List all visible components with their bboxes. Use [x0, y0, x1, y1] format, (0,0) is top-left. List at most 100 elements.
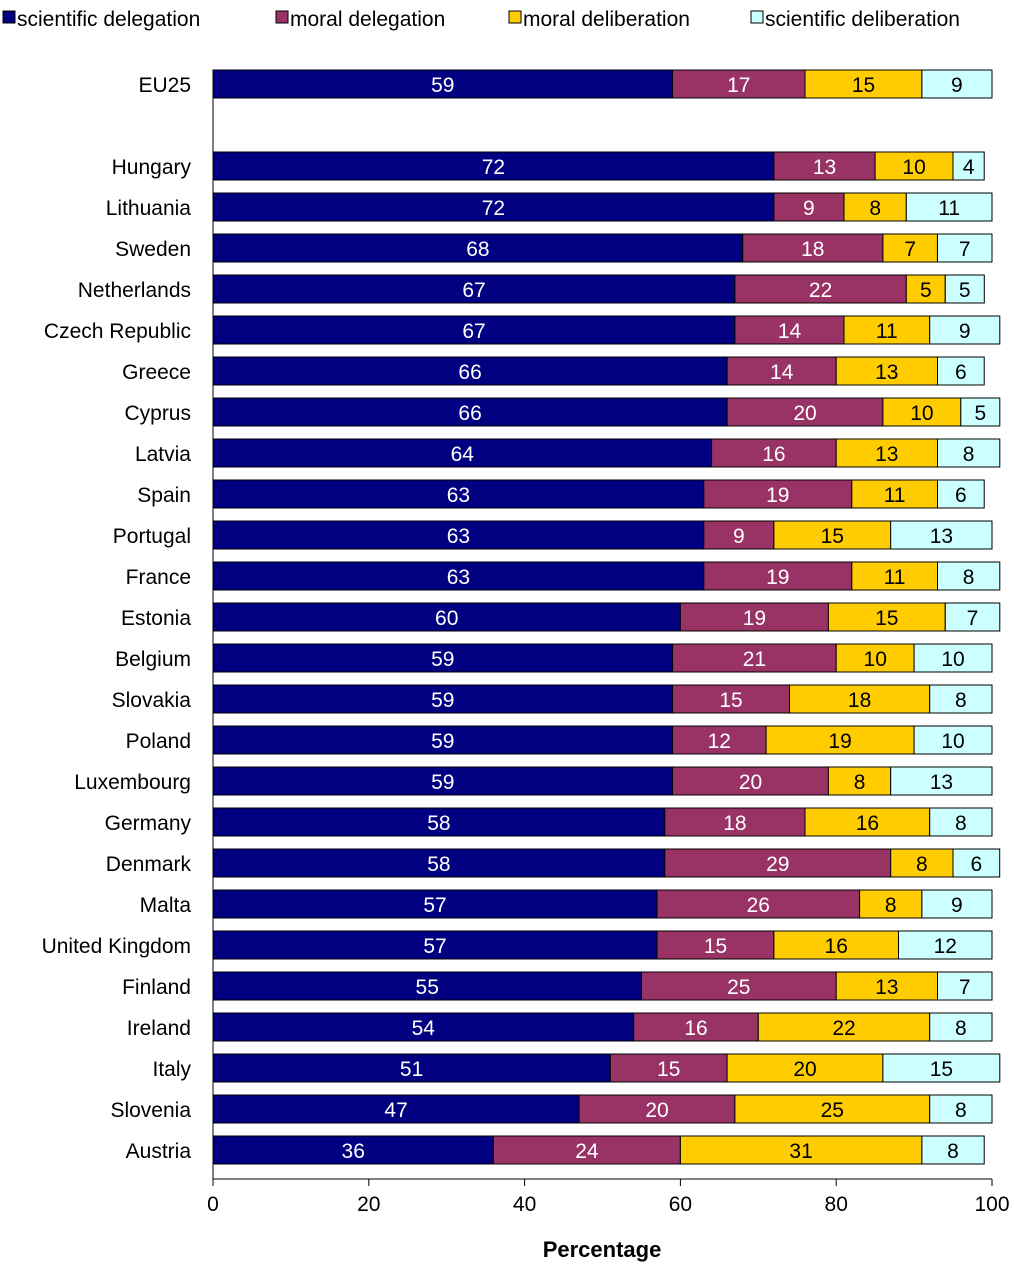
data-label-czech-republic-scientific-deliberation: 9	[959, 320, 971, 343]
y-tick-label-austria: Austria	[126, 1140, 192, 1163]
y-tick-label-slovakia: Slovakia	[112, 689, 192, 712]
bar-denmark-scientific-deliberation	[952, 848, 1001, 878]
y-tick-label-hungary: Hungary	[112, 156, 192, 179]
bar-slovenia-moral-delegation	[578, 1094, 736, 1124]
bar-luxembourg-moral-deliberation	[827, 766, 892, 796]
bar-slovenia-scientific-delegation	[212, 1094, 580, 1124]
data-label-ireland-moral-delegation: 16	[684, 1017, 707, 1040]
data-label-ireland-moral-deliberation: 22	[832, 1017, 855, 1040]
data-label-france-moral-delegation: 19	[766, 566, 789, 589]
data-label-slovenia-scientific-deliberation: 8	[955, 1099, 967, 1122]
bar-latvia-moral-delegation	[711, 438, 837, 468]
data-label-slovenia-scientific-delegation: 47	[384, 1099, 407, 1122]
bar-finland-scientific-delegation	[212, 971, 642, 1001]
data-label-czech-republic-scientific-delegation: 67	[462, 320, 485, 343]
data-label-slovakia-scientific-delegation: 59	[431, 689, 454, 712]
data-label-belgium-moral-delegation: 21	[743, 648, 766, 671]
data-label-slovenia-moral-deliberation: 25	[821, 1099, 844, 1122]
bar-ireland-scientific-deliberation	[929, 1012, 993, 1042]
y-tick-label-eu25: EU25	[138, 74, 191, 97]
bar-estonia-scientific-deliberation	[944, 602, 1001, 632]
data-label-france-moral-deliberation: 11	[884, 566, 906, 589]
bar-latvia-moral-deliberation	[835, 438, 939, 468]
data-label-hungary-scientific-deliberation: 4	[963, 156, 975, 179]
bar-italy-scientific-delegation	[212, 1053, 611, 1083]
data-label-spain-moral-deliberation: 11	[884, 484, 906, 507]
data-label-greece-moral-deliberation: 13	[875, 361, 898, 384]
bar-portugal-scientific-deliberation	[890, 520, 993, 550]
data-label-luxembourg-moral-delegation: 20	[739, 771, 762, 794]
legend-label-scientific-deliberation: scientific deliberation	[765, 8, 960, 31]
bar-eu25-moral-deliberation	[804, 69, 923, 99]
y-axis: EU25 Hungary Lithuania Sweden Netherlands Cze…	[42, 70, 214, 1179]
bar-cyprus-moral-deliberation	[882, 397, 962, 427]
y-tick-label-spain: Spain	[137, 484, 191, 507]
bar-hungary-moral-deliberation	[874, 151, 954, 181]
data-label-austria-moral-delegation: 24	[575, 1140, 599, 1163]
bar-netherlands-moral-delegation	[734, 274, 907, 304]
x-tick-label-100: 100	[974, 1193, 1009, 1216]
data-label-belgium-scientific-delegation: 59	[431, 648, 454, 671]
data-label-austria-moral-deliberation: 31	[789, 1140, 812, 1163]
bar-czech-republic-moral-delegation	[734, 315, 845, 345]
bar-latvia-scientific-deliberation	[937, 438, 1001, 468]
data-label-finland-moral-deliberation: 13	[875, 976, 898, 999]
data-label-austria-scientific-delegation: 36	[342, 1140, 365, 1163]
data-label-greece-scientific-deliberation: 6	[955, 361, 967, 384]
data-label-cyprus-moral-deliberation: 10	[910, 402, 933, 425]
data-label-finland-scientific-deliberation: 7	[959, 976, 971, 999]
data-label-hungary-moral-delegation: 13	[813, 156, 836, 179]
bar-italy-scientific-deliberation	[882, 1053, 1001, 1083]
data-label-netherlands-moral-delegation: 22	[809, 279, 832, 302]
data-label-united-kingdom-moral-deliberation: 16	[825, 935, 848, 958]
bar-greece-moral-deliberation	[835, 356, 939, 386]
bar-austria-moral-deliberation	[679, 1135, 923, 1165]
data-label-lithuania-scientific-deliberation: 11	[938, 197, 960, 220]
data-label-slovakia-moral-deliberation: 18	[848, 689, 871, 712]
bar-sweden-moral-delegation	[742, 233, 884, 263]
data-label-united-kingdom-scientific-deliberation: 12	[934, 935, 957, 958]
bar-cyprus-scientific-delegation	[212, 397, 728, 427]
bar-united-kingdom-moral-deliberation	[773, 930, 900, 960]
x-tick-label-0: 0	[207, 1193, 219, 1216]
bar-hungary-moral-delegation	[773, 151, 876, 181]
data-label-portugal-scientific-delegation: 63	[447, 525, 470, 548]
x-tick-label-20: 20	[357, 1193, 380, 1216]
data-label-greece-scientific-delegation: 66	[458, 361, 481, 384]
data-label-ireland-scientific-deliberation: 8	[955, 1017, 967, 1040]
data-label-lithuania-moral-delegation: 9	[803, 197, 815, 220]
data-label-denmark-moral-deliberation: 8	[916, 853, 928, 876]
data-label-spain-moral-delegation: 19	[766, 484, 789, 507]
data-label-netherlands-scientific-delegation: 67	[462, 279, 485, 302]
data-label-poland-scientific-delegation: 59	[431, 730, 454, 753]
data-label-portugal-scientific-deliberation: 13	[930, 525, 953, 548]
bar-slovenia-moral-deliberation	[734, 1094, 931, 1124]
bar-eu25-scientific-delegation	[212, 69, 674, 99]
y-tick-label-poland: Poland	[126, 730, 191, 753]
y-tick-label-france: France	[126, 566, 191, 589]
bar-eu25-moral-delegation	[672, 69, 806, 99]
data-label-netherlands-moral-deliberation: 5	[920, 279, 932, 302]
legend-swatch-scientific-delegation	[2, 10, 16, 24]
bar-sweden-scientific-delegation	[212, 233, 744, 263]
y-tick-label-italy: Italy	[152, 1058, 191, 1081]
data-label-estonia-moral-delegation: 19	[743, 607, 766, 630]
bar-germany-moral-delegation	[664, 807, 806, 837]
data-label-spain-scientific-delegation: 63	[447, 484, 470, 507]
bar-slovakia-scientific-deliberation	[929, 684, 993, 714]
bar-denmark-scientific-delegation	[212, 848, 666, 878]
data-label-latvia-moral-deliberation: 13	[875, 443, 898, 466]
data-label-germany-scientific-deliberation: 8	[955, 812, 967, 835]
bar-spain-scientific-delegation	[212, 479, 705, 509]
data-label-germany-moral-delegation: 18	[723, 812, 746, 835]
bar-belgium-moral-deliberation	[835, 643, 915, 673]
data-label-latvia-moral-delegation: 16	[762, 443, 785, 466]
bar-denmark-moral-deliberation	[890, 848, 954, 878]
bar-netherlands-moral-deliberation	[905, 274, 946, 304]
bar-czech-republic-moral-deliberation	[843, 315, 931, 345]
data-label-sweden-scientific-deliberation: 7	[959, 238, 971, 261]
data-label-italy-scientific-delegation: 51	[400, 1058, 423, 1081]
bar-ireland-scientific-delegation	[212, 1012, 635, 1042]
y-tick-label-netherlands: Netherlands	[78, 279, 191, 302]
data-label-portugal-moral-delegation: 9	[733, 525, 745, 548]
